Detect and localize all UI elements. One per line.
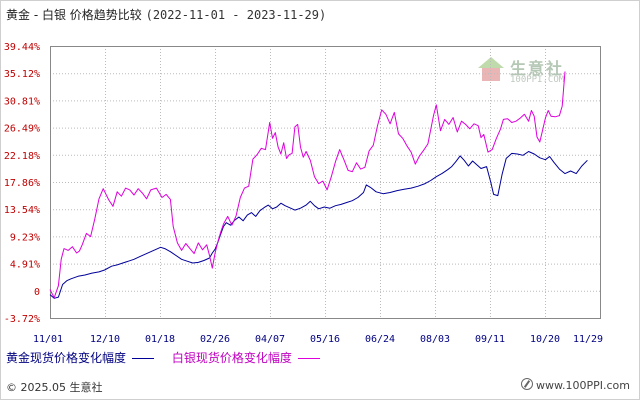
y-tick-label: 26.49% — [4, 124, 40, 135]
y-tick-label: -3.72% — [4, 314, 40, 325]
x-tick-label: 05/16 — [310, 334, 340, 345]
legend-item-silver: 白银现货价格变化幅度 — [172, 349, 320, 366]
plot-area — [50, 46, 601, 319]
y-tick-label: 13.54% — [4, 205, 40, 216]
watermark-logo-icon — [478, 57, 504, 83]
y-tick-label: 4.91% — [10, 260, 40, 271]
y-tick-label: 9.23% — [10, 232, 40, 243]
footer-site: www.100PPI.com — [521, 378, 630, 392]
watermark-site: 100PPI.COM — [510, 75, 565, 85]
x-tick-label: 11/01 — [33, 334, 63, 345]
x-tick-label: 09/11 — [475, 334, 505, 345]
legend-silver-label: 白银现货价格变化幅度 — [171, 351, 292, 365]
y-tick-label: 30.81% — [4, 96, 40, 107]
y-tick-label: 35.12% — [4, 69, 40, 80]
x-tick-label: 01/18 — [145, 334, 175, 345]
watermark-brand: 生意社 — [510, 59, 565, 78]
x-tick-label: 11/29 — [573, 334, 603, 345]
x-tick-label: 04/07 — [255, 334, 285, 345]
legend: 黄金现货价格变化幅度 白银现货价格变化幅度 — [6, 349, 334, 366]
x-tick-label: 08/03 — [420, 334, 450, 345]
gold-series-line — [49, 151, 588, 299]
footer-copyright: © 2025.05 生意社 — [6, 381, 103, 394]
footer-site-text: www.100PPI.com — [536, 379, 630, 392]
watermark: 生意社 100PPI.COM — [478, 55, 583, 89]
chart-title-text: 黄金 - 白银 价格趋势比较 — [6, 8, 142, 22]
legend-gold-label: 黄金现货价格变化幅度 — [6, 351, 127, 365]
y-axis: 39.44% 35.12% 30.81% 26.49% 22.18% 17.86% 13.5… — [4, 42, 40, 325]
chart-title-dates: (2022-11-01 - 2023-11-29) — [145, 8, 327, 22]
x-tick-label: 10/20 — [530, 334, 560, 345]
grid-lines — [50, 46, 601, 319]
silver-series-line — [49, 71, 566, 299]
x-tick-label: 02/26 — [200, 334, 230, 345]
legend-item-gold: 黄金现货价格变化幅度 — [6, 349, 155, 366]
legend-gold-swatch — [132, 358, 155, 359]
y-tick-label: 22.18% — [4, 151, 40, 162]
legend-silver-swatch — [297, 358, 320, 359]
x-tick-label: 06/24 — [365, 334, 395, 345]
series-lines — [49, 71, 588, 299]
x-axis: 11/01 12/10 01/18 02/26 04/07 05/16 06/24 08/03… — [33, 334, 603, 345]
y-tick-label: 0 — [34, 287, 40, 298]
chart-title: 黄金 - 白银 价格趋势比较 (2022-11-01 - 2023-11-29) — [6, 6, 326, 23]
x-tick-label: 12/10 — [90, 334, 120, 345]
y-tick-label: 39.44% — [4, 42, 40, 53]
search-icon — [521, 378, 534, 390]
y-tick-label: 17.86% — [4, 178, 40, 189]
